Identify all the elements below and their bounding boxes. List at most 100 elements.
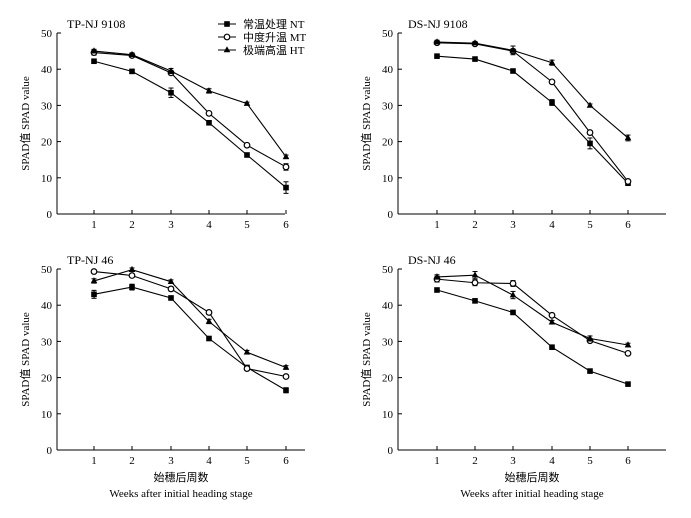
legend-label: 中度升温 MT (243, 30, 307, 44)
data-point (129, 68, 135, 75)
y-tick-label: 10 (382, 409, 394, 421)
x-tick-label: 1 (91, 455, 97, 467)
series-line (93, 286, 287, 391)
data-point (472, 56, 478, 62)
data-point (90, 268, 98, 275)
data-point (509, 280, 517, 287)
y-tick-label: 30 (382, 100, 394, 112)
data-point (548, 58, 556, 65)
data-point (549, 99, 555, 106)
data-point (509, 46, 517, 53)
data-point (282, 373, 290, 380)
data-point (90, 277, 98, 284)
x-tick-label: 3 (510, 455, 516, 467)
legend-marker (223, 33, 231, 41)
x-tick-label: 6 (283, 455, 289, 467)
data-point (548, 318, 556, 325)
x-tick-label: 4 (549, 219, 555, 231)
y-tick-label: 50 (41, 264, 53, 276)
data-point (205, 309, 213, 316)
data-point (129, 284, 135, 290)
panel-title: TP-NJ 9108 (67, 17, 125, 31)
legend-marker (223, 46, 231, 53)
x-tick-label: 2 (129, 455, 135, 467)
series-line (93, 60, 287, 188)
data-point (510, 68, 516, 74)
x-tick-label: 3 (168, 219, 174, 231)
data-point (168, 89, 174, 96)
data-point (510, 309, 516, 316)
x-tick-label: 5 (587, 219, 593, 231)
y-tick-label: 40 (41, 64, 53, 76)
y-tick-label: 50 (41, 28, 53, 40)
y-tick-label: 40 (382, 64, 394, 76)
x-tick-label: 6 (283, 219, 289, 231)
series-filled-triangle (433, 38, 632, 142)
y-axis-title: SPAD值 SPAD value (360, 312, 373, 407)
data-point (282, 163, 290, 171)
y-tick-label: 0 (47, 445, 53, 457)
panel-title: TP-NJ 46 (67, 253, 113, 267)
y-tick-label: 0 (388, 445, 394, 457)
data-point (624, 349, 632, 357)
x-tick-label: 1 (434, 219, 440, 231)
y-tick-label: 10 (41, 409, 53, 421)
y-tick-label: 40 (41, 300, 53, 312)
x-tick-label: 1 (434, 455, 440, 467)
data-point (244, 152, 250, 158)
x-tick-label: 4 (206, 219, 212, 231)
data-point (549, 344, 555, 350)
series-filled-square (91, 283, 289, 394)
y-axis-title: SPAD值 SPAD value (19, 76, 32, 171)
data-point (167, 277, 175, 284)
data-point (434, 287, 440, 293)
series-line (436, 274, 629, 346)
y-tick-label: 0 (47, 209, 53, 221)
data-point (90, 47, 98, 54)
panel-title: DS-NJ 9108 (408, 17, 468, 31)
data-point (624, 178, 632, 185)
chart-panel: 0 10 20 30 40 50 1 2 3 4 5 6 SPAD值 SPAD value 始穗后周数 We… (19, 253, 305, 500)
data-point (624, 341, 632, 348)
data-point (625, 381, 631, 387)
data-point (471, 279, 479, 287)
data-point (433, 273, 441, 280)
series-filled-square (434, 287, 631, 387)
y-tick-label: 10 (382, 173, 394, 185)
x-tick-label: 3 (168, 455, 174, 467)
data-point (243, 365, 251, 372)
y-tick-label: 20 (382, 373, 394, 385)
legend-item: 中度升温 MT (218, 30, 307, 44)
data-point (587, 368, 593, 374)
series-filled-square (91, 58, 289, 194)
series-line (436, 55, 629, 184)
series-filled-triangle (433, 271, 632, 348)
series-open-circle (433, 39, 632, 185)
data-point (548, 78, 556, 86)
data-point (472, 298, 478, 304)
panel-title: DS-NJ 46 (408, 253, 456, 267)
data-point (128, 50, 136, 58)
legend-label: 极端高温 HT (243, 43, 305, 57)
data-point (283, 184, 289, 191)
x-tick-label: 2 (472, 455, 478, 467)
data-point (243, 348, 251, 355)
data-point (167, 67, 175, 74)
data-point (91, 58, 97, 65)
x-tick-label: 6 (625, 455, 631, 467)
data-point (205, 109, 213, 117)
series-filled-triangle (90, 47, 290, 160)
data-point (205, 317, 213, 324)
data-point (128, 272, 136, 279)
series-filled-square (434, 53, 631, 187)
y-tick-label: 20 (382, 137, 394, 149)
x-tick-label: 3 (510, 219, 516, 231)
series-line (436, 41, 629, 139)
legend-label: 常温处理 NT (243, 18, 305, 31)
series-line (436, 289, 629, 385)
series-line (93, 50, 287, 158)
data-point (587, 140, 593, 147)
chart-panel: 0 10 20 30 40 50 1 2 3 4 5 6 SPAD值 SPAD value TP-NJ 9… (19, 17, 290, 231)
